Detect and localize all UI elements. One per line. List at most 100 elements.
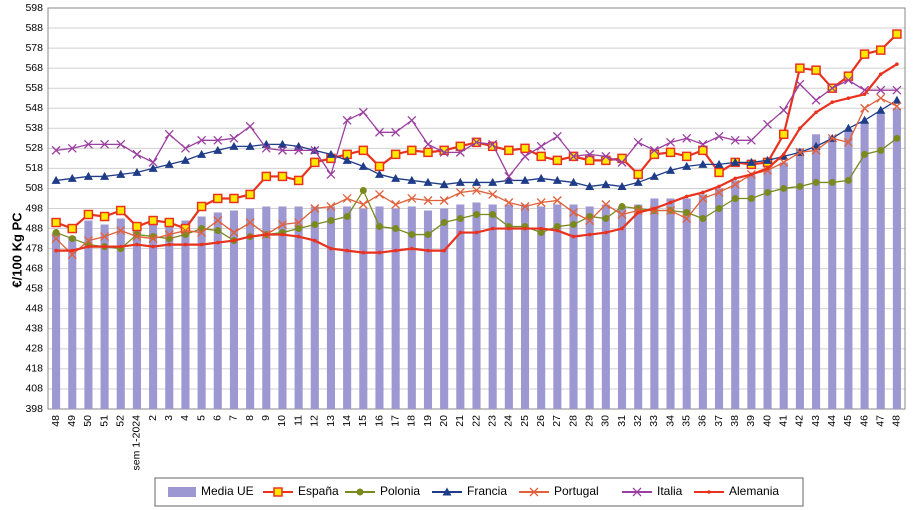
marker [232,238,236,243]
marker [277,139,287,148]
marker [455,177,465,186]
marker [132,232,142,242]
marker [375,190,384,199]
y-tick-label: 538 [25,122,43,134]
marker [830,100,835,105]
marker [811,145,821,155]
marker [796,182,804,190]
marker [180,143,190,153]
bar [440,208,449,409]
marker [116,139,126,149]
marker [684,194,689,199]
bar [585,206,594,409]
marker [327,217,335,225]
marker [199,242,204,247]
marker [570,221,578,229]
marker [375,223,383,231]
x-tick-label: 49 [66,415,78,427]
marker [391,173,401,182]
marker [342,155,352,164]
marker [439,179,449,188]
marker [248,234,252,239]
marker [356,488,364,496]
y-tick-label: 398 [25,403,43,415]
marker [714,159,724,168]
marker [780,184,788,192]
marker [375,127,384,137]
marker [539,226,543,231]
marker [682,133,692,143]
x-tick-label: 43 [810,415,822,427]
marker [310,145,320,155]
marker [391,127,401,137]
marker [455,147,465,157]
marker [148,215,158,226]
marker [410,246,414,251]
marker [99,211,110,222]
marker [51,175,61,184]
x-tick-label: 12 [309,415,321,427]
bar [84,220,93,409]
marker [779,105,789,115]
y-tick-label: 438 [25,323,43,335]
marker [472,177,481,186]
marker [555,228,560,233]
marker [812,178,820,186]
x-tick-label: 20 [438,415,450,427]
marker [116,226,126,236]
marker [295,225,303,233]
x-tick-label: 44 [826,415,838,427]
bar [181,220,190,409]
x-tick-label: 15 [357,415,369,427]
marker [474,230,479,235]
x-tick-label: 24 [503,415,515,427]
marker [116,205,126,216]
marker [359,186,367,194]
marker [51,145,61,155]
y-tick-label: 518 [25,162,43,174]
y-tick-label: 448 [25,303,43,315]
marker [520,175,530,184]
bar [731,180,740,409]
marker [633,177,643,186]
marker [392,225,400,233]
marker [892,29,902,39]
marker [649,171,659,180]
x-tick-label: 50 [82,415,94,427]
legend-label: Francia [467,484,507,498]
bar [601,204,610,409]
marker [814,110,818,115]
marker [100,139,110,149]
marker [604,230,608,235]
bar [844,130,853,409]
marker [892,95,902,104]
marker [273,487,283,497]
legend-label: Polonia [380,484,420,498]
marker [633,206,643,215]
bar [666,198,675,409]
marker [310,157,320,168]
bar [650,198,659,409]
marker [148,234,158,244]
marker [714,188,724,197]
marker [507,226,511,231]
marker [617,157,627,167]
marker [618,202,626,210]
marker [520,143,530,154]
marker [859,49,870,59]
x-tick-label: 30 [600,415,612,427]
marker [846,96,851,101]
x-tick-label: 23 [486,415,498,427]
marker [473,211,480,219]
marker [148,163,158,172]
y-tick-label: 588 [25,22,43,34]
marker [426,248,430,253]
marker [552,155,563,166]
x-tick-label: 22 [470,415,482,427]
marker [215,240,220,245]
bar [472,202,481,409]
marker [601,179,611,188]
x-tick-label: 17 [389,415,401,427]
marker [294,218,304,227]
